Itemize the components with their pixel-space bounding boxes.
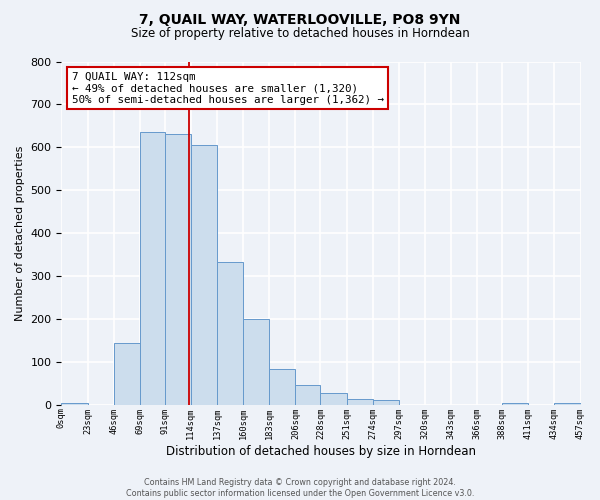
Text: 7, QUAIL WAY, WATERLOOVILLE, PO8 9YN: 7, QUAIL WAY, WATERLOOVILLE, PO8 9YN bbox=[139, 12, 461, 26]
Bar bbox=[165, 134, 191, 404]
Bar bbox=[347, 399, 373, 404]
Bar bbox=[113, 344, 140, 404]
Bar bbox=[217, 262, 243, 404]
Text: 7 QUAIL WAY: 112sqm
← 49% of detached houses are smaller (1,320)
50% of semi-det: 7 QUAIL WAY: 112sqm ← 49% of detached ho… bbox=[72, 72, 384, 105]
Bar bbox=[295, 385, 320, 404]
Bar bbox=[373, 400, 399, 404]
Y-axis label: Number of detached properties: Number of detached properties bbox=[15, 146, 25, 321]
Text: Contains HM Land Registry data © Crown copyright and database right 2024.
Contai: Contains HM Land Registry data © Crown c… bbox=[126, 478, 474, 498]
Bar bbox=[243, 320, 269, 404]
Bar bbox=[191, 145, 217, 405]
Bar bbox=[320, 393, 347, 404]
Text: Size of property relative to detached houses in Horndean: Size of property relative to detached ho… bbox=[131, 28, 469, 40]
Bar bbox=[140, 132, 165, 404]
X-axis label: Distribution of detached houses by size in Horndean: Distribution of detached houses by size … bbox=[166, 444, 476, 458]
Bar bbox=[269, 368, 295, 404]
